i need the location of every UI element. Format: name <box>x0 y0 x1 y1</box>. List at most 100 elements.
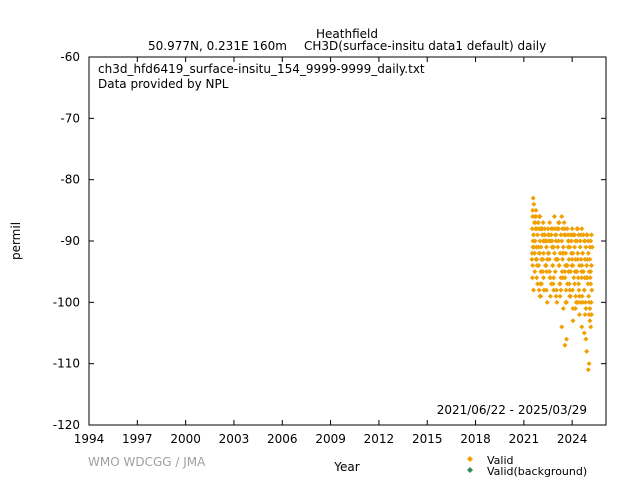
data-point <box>566 256 572 262</box>
data-point <box>577 244 583 250</box>
data-point <box>586 299 592 305</box>
data-point <box>553 293 559 299</box>
data-point <box>538 244 544 250</box>
data-point <box>546 256 552 262</box>
data-point <box>543 263 549 269</box>
y-tick-label: -60 <box>60 50 80 64</box>
data-point <box>563 287 569 293</box>
data-point <box>584 263 590 269</box>
data-point <box>560 256 566 262</box>
data-point <box>565 232 571 238</box>
data-point <box>579 226 585 232</box>
data-point <box>543 244 549 250</box>
data-point <box>568 293 574 299</box>
data-point <box>572 281 578 287</box>
data-point <box>558 232 564 238</box>
data-point <box>587 305 593 311</box>
data-point <box>570 318 576 324</box>
data-point <box>534 263 540 269</box>
data-point <box>530 207 536 213</box>
data-point <box>541 250 547 256</box>
x-tick-label: 1994 <box>74 432 105 446</box>
legend: Valid Valid(background) <box>467 454 587 478</box>
data-point <box>575 299 581 305</box>
data-point <box>552 269 558 275</box>
data-point <box>532 269 538 275</box>
data-point <box>529 256 535 262</box>
data-point <box>551 287 557 293</box>
data-point <box>532 213 538 219</box>
data-point <box>539 226 545 232</box>
data-point <box>536 213 542 219</box>
data-point <box>536 287 542 293</box>
data-point <box>573 293 579 299</box>
x-tick-label: 2015 <box>412 432 443 446</box>
data-point <box>560 244 566 250</box>
data-point <box>576 281 582 287</box>
data-point <box>572 305 578 311</box>
data-point <box>541 232 547 238</box>
chart-title: Heathfield <box>316 27 378 41</box>
data-point <box>562 275 568 281</box>
data-point <box>589 287 595 293</box>
data-point <box>567 287 573 293</box>
data-point <box>581 330 587 336</box>
data-point <box>553 287 559 293</box>
data-point <box>566 269 572 275</box>
data-point <box>583 336 589 342</box>
data-point <box>581 238 587 244</box>
data-point <box>588 324 594 330</box>
data-point <box>575 256 581 262</box>
data-point <box>531 201 537 207</box>
data-point <box>572 232 578 238</box>
data-point <box>579 293 585 299</box>
data-point <box>569 226 575 232</box>
data-point <box>533 207 539 213</box>
data-point <box>540 256 546 262</box>
legend-marker-background <box>467 467 473 473</box>
data-point <box>551 250 557 256</box>
data-point <box>586 293 592 299</box>
data-point <box>544 269 550 275</box>
data-point <box>540 238 546 244</box>
data-point <box>550 263 556 269</box>
data-point <box>547 220 553 226</box>
y-tick-label: -80 <box>60 173 80 187</box>
data-point <box>533 256 539 262</box>
data-point <box>588 269 594 275</box>
data-point <box>566 281 572 287</box>
data-point <box>562 269 568 275</box>
data-point <box>572 244 578 250</box>
data-point <box>559 213 565 219</box>
data-point <box>537 250 543 256</box>
data-point <box>547 293 553 299</box>
data-point <box>531 287 537 293</box>
data-point <box>559 324 565 330</box>
data-point <box>536 226 542 232</box>
data-point <box>545 250 551 256</box>
data-point <box>576 293 582 299</box>
data-point <box>535 281 541 287</box>
data-point <box>562 342 568 348</box>
data-point <box>587 244 593 250</box>
data-point <box>589 312 595 318</box>
legend-marker-valid <box>467 456 473 462</box>
data-point <box>579 263 585 269</box>
y-tick-label: -110 <box>53 357 80 371</box>
data-point <box>548 281 554 287</box>
data-point <box>569 263 575 269</box>
data-points <box>529 195 595 373</box>
data-point <box>575 275 581 281</box>
data-point <box>584 256 590 262</box>
data-point <box>560 305 566 311</box>
data-point <box>539 281 545 287</box>
data-point <box>585 281 591 287</box>
data-point <box>546 238 552 244</box>
data-point <box>583 244 589 250</box>
data-point <box>584 232 590 238</box>
provider-label: Data provided by NPL <box>98 77 229 91</box>
data-point <box>575 226 581 232</box>
data-point <box>585 250 591 256</box>
data-point <box>530 263 536 269</box>
data-point <box>571 275 577 281</box>
